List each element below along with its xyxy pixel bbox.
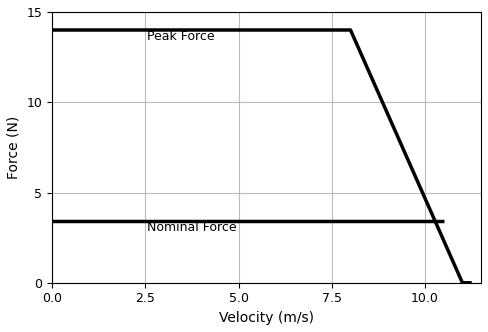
Text: Nominal Force: Nominal Force bbox=[147, 221, 237, 234]
X-axis label: Velocity (m/s): Velocity (m/s) bbox=[219, 311, 314, 325]
Text: Peak Force: Peak Force bbox=[147, 30, 215, 43]
Y-axis label: Force (N): Force (N) bbox=[7, 116, 21, 179]
